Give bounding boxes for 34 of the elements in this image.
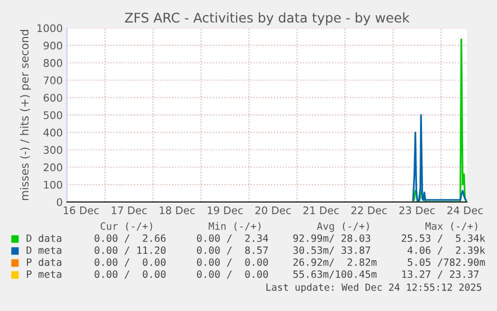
legend-label: P data: [26, 258, 62, 266]
y-tick-label: 200: [44, 163, 62, 172]
legend-label: D data: [26, 234, 62, 242]
y-tick-label: 500: [44, 111, 62, 120]
chart-title: ZFS ARC - Activities by data type - by week: [124, 12, 410, 26]
y-tick-label: 800: [44, 59, 62, 67]
x-tick-label: 23 Dec: [399, 206, 435, 214]
legend-label: D meta: [26, 246, 62, 254]
text: Last update: Wed Dec 24 12:55:12 2025: [266, 283, 482, 293]
x-tick-label: 24 Dec: [447, 206, 483, 214]
y-tick-label: 900: [44, 42, 62, 50]
y-tick-label: 300: [44, 146, 62, 154]
text: 0.00 / 11.20 0.00 / 8.57 30.53m/ 33.87 4.06 / 2.39k: [94, 246, 486, 255]
line-series: [412, 38, 467, 202]
x-tick-label: 21 Dec: [303, 206, 339, 214]
x-tick-label: 19 Dec: [208, 206, 243, 214]
y-tick-label: 0: [56, 198, 62, 206]
text: 0.00 / 0.00 0.00 / 0.00 55.63m/100.45m 13.27 / 23.37: [94, 270, 479, 279]
x-tick-label: 17 Dec: [112, 206, 147, 214]
y-tick-label: 1000: [37, 24, 62, 32]
y-tick-label: 700: [44, 76, 62, 84]
text: 0.00 / 0.00 0.00 / 0.00 26.92m/ 2.82m 5.05 /782.90m: [94, 258, 485, 267]
text: 0.00 / 2.66 0.00 / 2.34 92.99m/ 28.03 25.53 / 5.34k: [94, 234, 486, 243]
x-tick-label: 20 Dec: [255, 206, 291, 214]
legend-label: P meta: [26, 270, 62, 278]
x-tick-label: 18 Dec: [160, 206, 195, 214]
text: Cur (-/+) Min (-/+) Avg (-/+) Max (-/+): [100, 222, 478, 232]
y-tick-label: 100: [44, 180, 62, 189]
y-tick-label: 600: [44, 94, 62, 102]
y-axis-title: misses (-) / hits (+) per second: [20, 30, 31, 200]
x-tick-label: 16 Dec: [64, 206, 99, 214]
line-series: [412, 114, 467, 202]
y-tick-label: 400: [43, 128, 62, 137]
x-tick-label: 22 Dec: [351, 206, 387, 214]
